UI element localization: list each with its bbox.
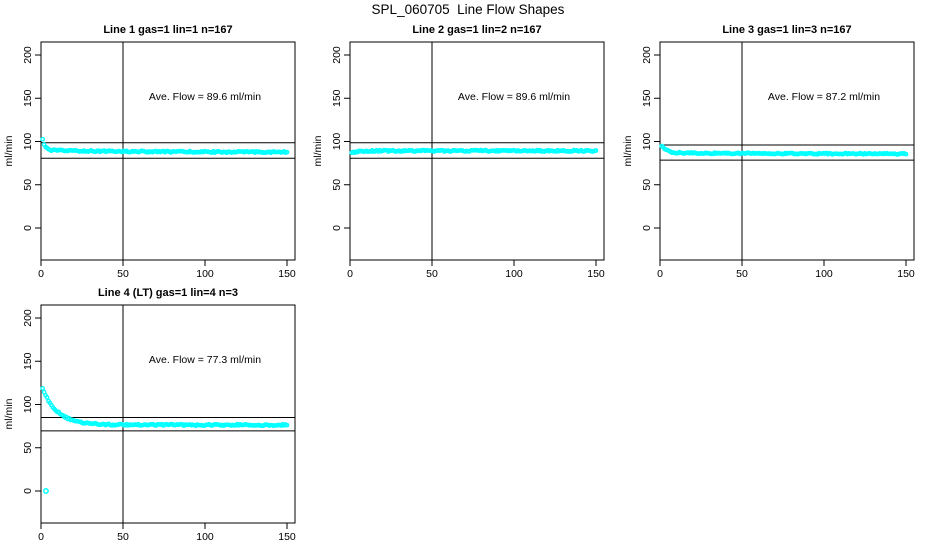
- svg-text:200: 200: [22, 309, 34, 327]
- panel-line-1: 0 50 100 150 200 ml/min 0 50 100 150 Line 1 gas=1…: [0, 20, 312, 282]
- svg-text:ml/min: ml/min: [622, 135, 634, 166]
- panel-line-2: 0 50 100 150 200 ml/min 0 50 100 150 Line 2 gas=1…: [309, 20, 621, 282]
- line-4-plot: 0 50 100 150 200 ml/min 0 50 100 150: [3, 304, 296, 543]
- svg-text:ml/min: ml/min: [3, 135, 15, 166]
- svg-text:150: 150: [331, 89, 343, 107]
- svg-text:ml/min: ml/min: [312, 135, 324, 166]
- panel-title-line-1: Line 1 gas=1 lin=1 n=167: [103, 24, 233, 36]
- svg-text:150: 150: [641, 89, 653, 107]
- svg-text:150: 150: [22, 352, 34, 370]
- svg-text:100: 100: [22, 396, 34, 414]
- panel-title-line-4: Line 4 (LT) gas=1 lin=4 n=3: [97, 287, 239, 299]
- svg-text:0: 0: [22, 488, 34, 494]
- svg-text:100: 100: [815, 268, 833, 280]
- line-1-plot: 0 50 100 150 200 ml/min 0 50 100 150: [3, 41, 296, 280]
- svg-text:50: 50: [22, 179, 34, 191]
- svg-text:0: 0: [641, 225, 653, 231]
- svg-text:50: 50: [22, 442, 34, 454]
- svg-text:100: 100: [196, 531, 214, 543]
- panel-line-3: 0 50 100 150 200 ml/min 0 50 100 150 Line 3 gas=1…: [619, 20, 931, 282]
- svg-text:200: 200: [22, 46, 34, 64]
- svg-text:100: 100: [641, 133, 653, 151]
- page-title: SPL_060705 Line Flow Shapes: [371, 2, 565, 17]
- svg-text:150: 150: [278, 268, 296, 280]
- svg-text:200: 200: [331, 46, 343, 64]
- svg-text:150: 150: [22, 89, 34, 107]
- svg-text:150: 150: [587, 268, 605, 280]
- ave-flow-annotation-line-3: Ave. Flow = 87.2 ml/min: [767, 91, 881, 103]
- svg-text:100: 100: [331, 133, 343, 151]
- svg-text:0: 0: [331, 225, 343, 231]
- svg-text:0: 0: [347, 268, 353, 280]
- svg-text:0: 0: [38, 268, 44, 280]
- svg-text:150: 150: [897, 268, 915, 280]
- svg-text:100: 100: [505, 268, 523, 280]
- panel-title-line-3: Line 3 gas=1 lin=3 n=167: [722, 24, 852, 36]
- svg-text:50: 50: [117, 531, 129, 543]
- svg-text:0: 0: [22, 225, 34, 231]
- line-3-plot: 0 50 100 150 200 ml/min 0 50 100 150: [622, 41, 915, 280]
- svg-text:0: 0: [657, 268, 663, 280]
- svg-text:50: 50: [426, 268, 438, 280]
- ave-flow-annotation-line-4: Ave. Flow = 77.3 ml/min: [148, 354, 262, 366]
- panel-title-line-2: Line 2 gas=1 lin=2 n=167: [412, 24, 542, 36]
- line-2-plot: 0 50 100 150 200 ml/min 0 50 100 150: [312, 41, 605, 280]
- svg-text:0: 0: [38, 531, 44, 543]
- svg-text:50: 50: [331, 179, 343, 191]
- ave-flow-annotation-line-2: Ave. Flow = 89.6 ml/min: [457, 91, 571, 103]
- panel-line-4: 0 50 100 150 200 ml/min 0 50 100 150 Line 4 (LT) …: [0, 283, 312, 545]
- svg-text:100: 100: [22, 133, 34, 151]
- svg-text:ml/min: ml/min: [3, 398, 15, 429]
- svg-text:100: 100: [196, 268, 214, 280]
- svg-text:50: 50: [117, 268, 129, 280]
- svg-text:200: 200: [641, 46, 653, 64]
- ave-flow-annotation-line-1: Ave. Flow = 89.6 ml/min: [148, 91, 262, 103]
- svg-text:50: 50: [641, 179, 653, 191]
- svg-text:150: 150: [278, 531, 296, 543]
- svg-text:50: 50: [736, 268, 748, 280]
